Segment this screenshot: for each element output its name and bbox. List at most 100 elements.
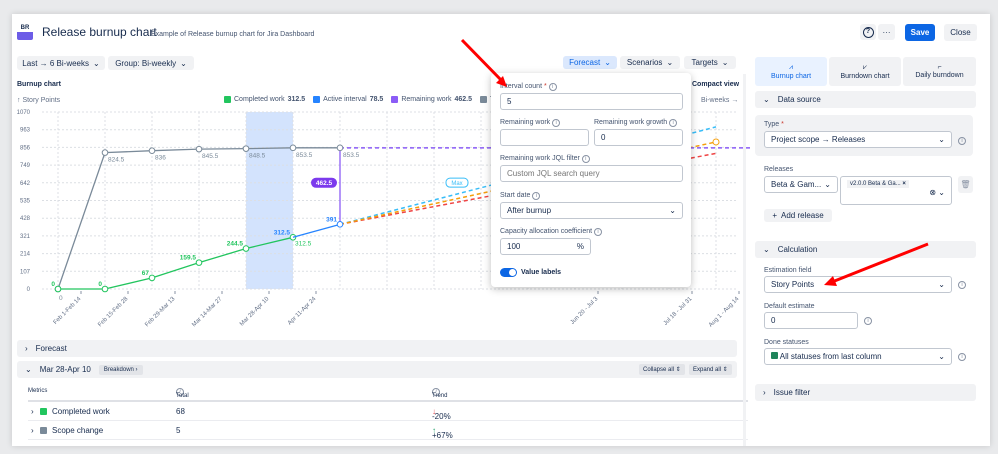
info-icon: i <box>532 192 541 200</box>
release-project-select[interactable]: Beta & Gam... ⌄ <box>764 176 838 193</box>
tab-burndown-chart[interactable]: ⩗ Burndown chart <box>829 57 901 86</box>
y-tick-label: 214 <box>20 252 31 258</box>
start-date-select[interactable]: After burnup ⌄ <box>500 202 683 219</box>
releases-label: Releases <box>764 166 794 173</box>
capacity-value: 100 <box>507 242 521 251</box>
remaining-work-input[interactable] <box>500 129 589 146</box>
y-tick-label: 535 <box>20 199 31 205</box>
info-icon: i <box>594 228 603 236</box>
default-estimate-input[interactable]: 0 <box>764 312 858 329</box>
completed-line-point <box>148 274 156 282</box>
chevron-down-icon: ⌄ <box>604 58 611 67</box>
done-statuses-label: Done statuses <box>764 339 809 346</box>
issue-filter-label: Issue filter <box>773 388 811 397</box>
forecast-section-label: Forecast <box>35 344 67 353</box>
release-version-select[interactable]: v2.0.0 Beta & Ga... × ⊗ ⌄ <box>840 176 952 205</box>
jql-label: Remaining work JQL filter <box>500 155 580 162</box>
close-button[interactable]: Close <box>944 24 977 41</box>
collapse-all-button[interactable]: Collapse all ⇕ <box>639 364 685 375</box>
type-select[interactable]: Project scope → Releases ⌄ <box>764 131 952 148</box>
burnup-chart-icon: ⩘ <box>789 63 793 71</box>
done-statuses-select[interactable]: All statuses from last column ⌄ <box>764 348 952 365</box>
tab-label: Daily burndown <box>915 72 964 79</box>
forecast-button[interactable]: Forecast ⌄ <box>563 56 617 69</box>
expand-all-button[interactable]: Expand all ⇕ <box>689 364 732 375</box>
completed-line <box>58 236 294 290</box>
metric-swatch <box>40 408 47 415</box>
metric-swatch <box>40 427 47 434</box>
tab-burnup-chart[interactable]: ⩘ Burnup chart <box>755 57 827 86</box>
forecast-popover: Interval count * i 5 Remaining work i Re… <box>491 73 691 287</box>
table-row[interactable]: › Scope change 5 +67% ↑ <box>28 421 748 440</box>
group-label: Group: Bi-weekly <box>115 58 177 68</box>
chevron-down-icon: ⌄ <box>180 58 187 68</box>
tab-label: Burndown chart <box>840 72 890 80</box>
legend-label: Active interval <box>323 96 367 103</box>
active-value-label: 391 <box>326 216 337 223</box>
compact-view-toggle[interactable]: Compact view <box>692 81 740 88</box>
col-total: Total i <box>176 388 189 399</box>
group-select[interactable]: Group: Bi-weekly ⌄ <box>108 56 194 70</box>
more-button[interactable]: ··· <box>878 24 895 40</box>
chevron-down-icon: ⌄ <box>25 365 32 374</box>
capacity-input[interactable]: 100% <box>500 238 591 255</box>
max-label: Max <box>451 181 462 187</box>
chevron-down-icon: ⌄ <box>666 58 674 67</box>
breakdown-button[interactable]: Breakdown › <box>98 364 143 375</box>
interval-section[interactable]: ⌄ Mar 28-Apr 10 Breakdown › Collapse all … <box>17 361 737 378</box>
completed-line-point <box>54 285 62 293</box>
x-tick-label: Jun 20 - Jul 3 <box>570 296 600 326</box>
data-source-label: Data source <box>777 95 821 104</box>
main-scrollbar[interactable] <box>743 74 746 446</box>
remove-tag-icon[interactable]: × <box>902 181 906 187</box>
help-button[interactable]: ? <box>860 24 876 40</box>
estimation-field-select[interactable]: Story Points ⌄ <box>764 276 952 293</box>
forecast-section[interactable]: › Forecast <box>17 340 737 357</box>
active-point <box>336 221 344 228</box>
legend-active[interactable]: Active interval 78.5 <box>313 96 383 103</box>
issue-filter-section[interactable]: › Issue filter <box>755 384 976 401</box>
delete-release-button[interactable]: 🗑 <box>958 176 973 193</box>
page-title: Release burnup chart <box>42 25 157 39</box>
targets-button[interactable]: Targets ⌄ <box>684 56 736 69</box>
info-icon: i <box>669 119 678 127</box>
chevron-down-icon: ⌄ <box>721 58 729 67</box>
legend-label: Remaining work <box>401 96 452 103</box>
table-header: Metrics Total i Trend i <box>28 383 748 402</box>
app-window: BR Release burnup chart Example of Relea… <box>12 14 990 446</box>
save-button[interactable]: Save <box>905 24 935 41</box>
chevron-right-icon[interactable]: › <box>31 407 34 416</box>
tab-daily-burndown[interactable]: ⌐ Daily burndown <box>903 57 976 86</box>
table-row[interactable]: › Completed work 68 -20% ↓ <box>28 402 748 421</box>
scenarios-button[interactable]: Scenarios ⌄ <box>620 56 680 69</box>
chevron-right-icon[interactable]: › <box>31 426 34 435</box>
legend-completed[interactable]: Completed work 312.5 <box>224 96 305 103</box>
info-icon: i <box>958 353 966 361</box>
calculation-section[interactable]: ⌄ Calculation <box>755 241 976 258</box>
scope-value-label: 848.5 <box>249 153 266 160</box>
info-icon: i <box>548 83 557 91</box>
legend-remaining[interactable]: Remaining work 462.5 <box>391 96 472 103</box>
interval-count-input[interactable]: 5 <box>500 93 683 110</box>
range-select[interactable]: Last → 6 Bi-weeks ⌄ <box>17 56 105 70</box>
growth-input[interactable]: 0 <box>594 129 683 146</box>
jql-input[interactable] <box>500 165 683 182</box>
chevron-down-icon: ⌄ <box>93 58 100 68</box>
y-tick-label: 321 <box>20 234 31 240</box>
data-source-section[interactable]: ⌄ Data source <box>755 91 976 108</box>
daily-burndown-icon: ⌐ <box>937 64 942 71</box>
done-value: All statuses from last column <box>779 352 882 361</box>
start-label: Start date <box>500 192 531 199</box>
clear-icon[interactable]: ⊗ ⌄ <box>929 188 945 197</box>
chevron-down-icon: ⌄ <box>824 180 831 189</box>
add-release-button[interactable]: + Add release <box>764 209 832 222</box>
col-trend-label: Trend <box>432 393 448 399</box>
y-tick-label: 963 <box>20 128 31 134</box>
y-tick-label: 856 <box>20 145 31 151</box>
info-icon: i <box>552 119 561 127</box>
scope-value-label: 836 <box>155 155 166 162</box>
col-metrics: Metrics <box>28 388 48 394</box>
value-labels-toggle[interactable] <box>500 268 517 277</box>
info-icon: i <box>432 388 440 396</box>
chevron-down-icon: ⌄ <box>938 135 945 144</box>
